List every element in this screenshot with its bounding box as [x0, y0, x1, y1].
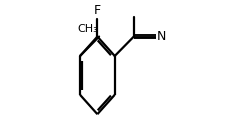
Text: N: N	[157, 30, 166, 43]
Text: CH₃: CH₃	[77, 24, 98, 34]
Text: F: F	[94, 4, 101, 16]
